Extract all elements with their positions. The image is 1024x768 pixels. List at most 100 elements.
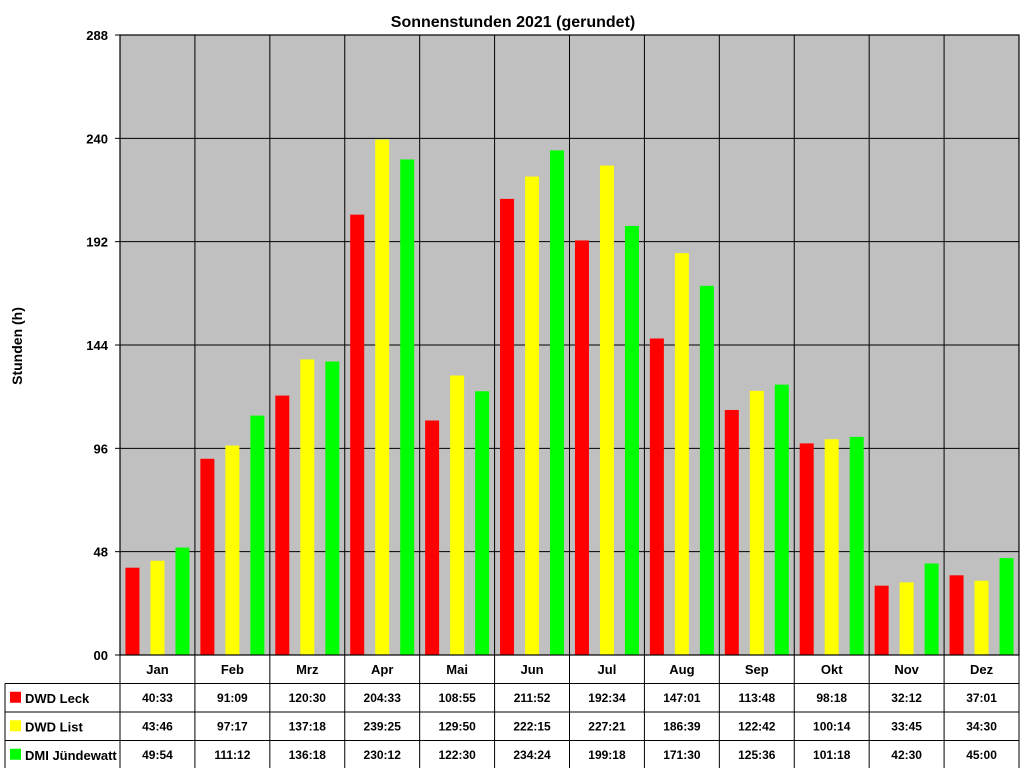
y-axis-label: Stunden (h): [9, 307, 25, 385]
table-cell: 45:00: [966, 748, 997, 762]
bar-jun-2: [550, 150, 565, 655]
y-tick-label: 288: [86, 28, 108, 43]
y-tick-label: 48: [94, 545, 108, 560]
table-cell: 129:50: [438, 719, 476, 733]
bar-mrz-1: [300, 359, 315, 655]
table-cell: 192:34: [588, 691, 626, 705]
table-cell: 37:01: [966, 691, 997, 705]
table-cell: 204:33: [364, 691, 402, 705]
bar-aug-0: [649, 338, 664, 655]
x-tick-label: Mai: [446, 662, 468, 677]
legend-swatch: [10, 748, 21, 760]
bar-mai-0: [425, 420, 440, 655]
bar-jul-1: [599, 165, 614, 655]
table-cell: 111:12: [214, 748, 250, 762]
table-cell: 40:33: [142, 691, 173, 705]
bar-okt-0: [799, 443, 814, 655]
legend-swatch: [10, 691, 21, 703]
x-tick-label: Feb: [221, 662, 244, 677]
table-cell: 230:12: [364, 748, 402, 762]
bar-mrz-2: [325, 361, 340, 655]
bar-aug-1: [674, 253, 689, 655]
bar-jun-0: [500, 198, 515, 655]
table-cell: 33:45: [891, 719, 922, 733]
bar-sep-1: [749, 390, 764, 655]
bar-aug-2: [699, 285, 714, 655]
bar-sep-0: [724, 410, 739, 655]
bar-okt-2: [849, 436, 864, 655]
table-cell: 120:30: [289, 691, 327, 705]
bar-sep-2: [774, 384, 789, 655]
y-tick-label: 192: [86, 235, 108, 250]
bar-mai-2: [475, 391, 490, 655]
bar-apr-2: [400, 159, 415, 656]
table-cell: 42:30: [891, 748, 922, 762]
bar-jan-0: [125, 567, 140, 655]
bar-jul-2: [624, 225, 639, 655]
legend-label: DMI Jündewatt: [25, 748, 117, 763]
table-cell: 122:42: [738, 719, 776, 733]
bar-mai-1: [450, 375, 465, 655]
legend-label: DWD List: [25, 719, 83, 734]
bar-okt-1: [824, 439, 839, 655]
bar-dez-1: [974, 580, 989, 655]
table-cell: 171:30: [663, 748, 701, 762]
data-table: Jan Feb Mrz Apr Mai Jun Jul Aug Sep Okt Nov Dez DWD …: [4, 654, 1020, 768]
table-cell: 98:18: [816, 691, 847, 705]
x-tick-label: Jan: [146, 662, 168, 677]
table-cell: 136:18: [289, 748, 327, 762]
table-cell: 49:54: [142, 748, 173, 762]
x-tick-label: Apr: [371, 662, 393, 677]
table-cell: 199:18: [588, 748, 626, 762]
table-cell: 147:01: [663, 691, 701, 705]
table-cell: 234:24: [513, 748, 551, 762]
x-tick-label: Okt: [821, 662, 843, 677]
bar-feb-0: [200, 458, 215, 655]
table-cell: 125:36: [738, 748, 776, 762]
bar-dez-0: [949, 575, 964, 655]
chart-title: Sonnenstunden 2021 (gerundet): [391, 14, 635, 31]
y-tick-label: 00: [94, 648, 108, 663]
table-cell: 239:25: [364, 719, 402, 733]
table-cell: 113:48: [738, 691, 775, 705]
x-tick-label: Sep: [745, 662, 769, 677]
table-cell: 32:12: [891, 691, 922, 705]
y-tick-label: 96: [94, 441, 108, 456]
bar-dez-2: [999, 558, 1014, 655]
table-cell: 186:39: [663, 719, 701, 733]
y-tick-label: 144: [86, 338, 108, 353]
bar-feb-2: [250, 415, 265, 655]
x-tick-label: Jul: [598, 662, 617, 677]
bar-jul-0: [574, 240, 589, 656]
bar-nov-0: [874, 585, 889, 655]
legend-label: DWD Leck: [25, 691, 90, 706]
plot-area: 00 48 96 144 192 240 288: [86, 28, 1020, 663]
table-cell: 34:30: [966, 719, 997, 733]
table-cell: 137:18: [289, 719, 327, 733]
bar-apr-1: [375, 139, 390, 656]
table-cell: 122:30: [438, 748, 476, 762]
table-cell: 43:46: [142, 719, 173, 733]
table-cell: 97:17: [217, 719, 248, 733]
y-tick-label: 240: [86, 131, 108, 146]
bar-apr-0: [350, 214, 365, 656]
bar-mrz-0: [275, 395, 290, 655]
x-tick-label: Dez: [970, 662, 994, 677]
table-cell: 222:15: [513, 719, 551, 733]
table-cell: 101:18: [813, 748, 851, 762]
bar-jan-1: [150, 560, 165, 655]
bar-jun-1: [525, 176, 540, 655]
x-tick-label: Jun: [520, 662, 543, 677]
table-cell: 100:14: [813, 719, 851, 733]
bar-jan-2: [175, 547, 190, 655]
table-cell: 227:21: [588, 719, 626, 733]
x-tick-label: Nov: [894, 662, 919, 677]
table-cell: 211:52: [514, 691, 551, 705]
table-cell: 91:09: [217, 691, 248, 705]
bar-nov-1: [899, 582, 914, 655]
bar-nov-2: [924, 563, 939, 655]
legend-swatch: [10, 720, 21, 732]
x-tick-label: Aug: [669, 662, 694, 677]
table-cell: 108:55: [438, 691, 476, 705]
